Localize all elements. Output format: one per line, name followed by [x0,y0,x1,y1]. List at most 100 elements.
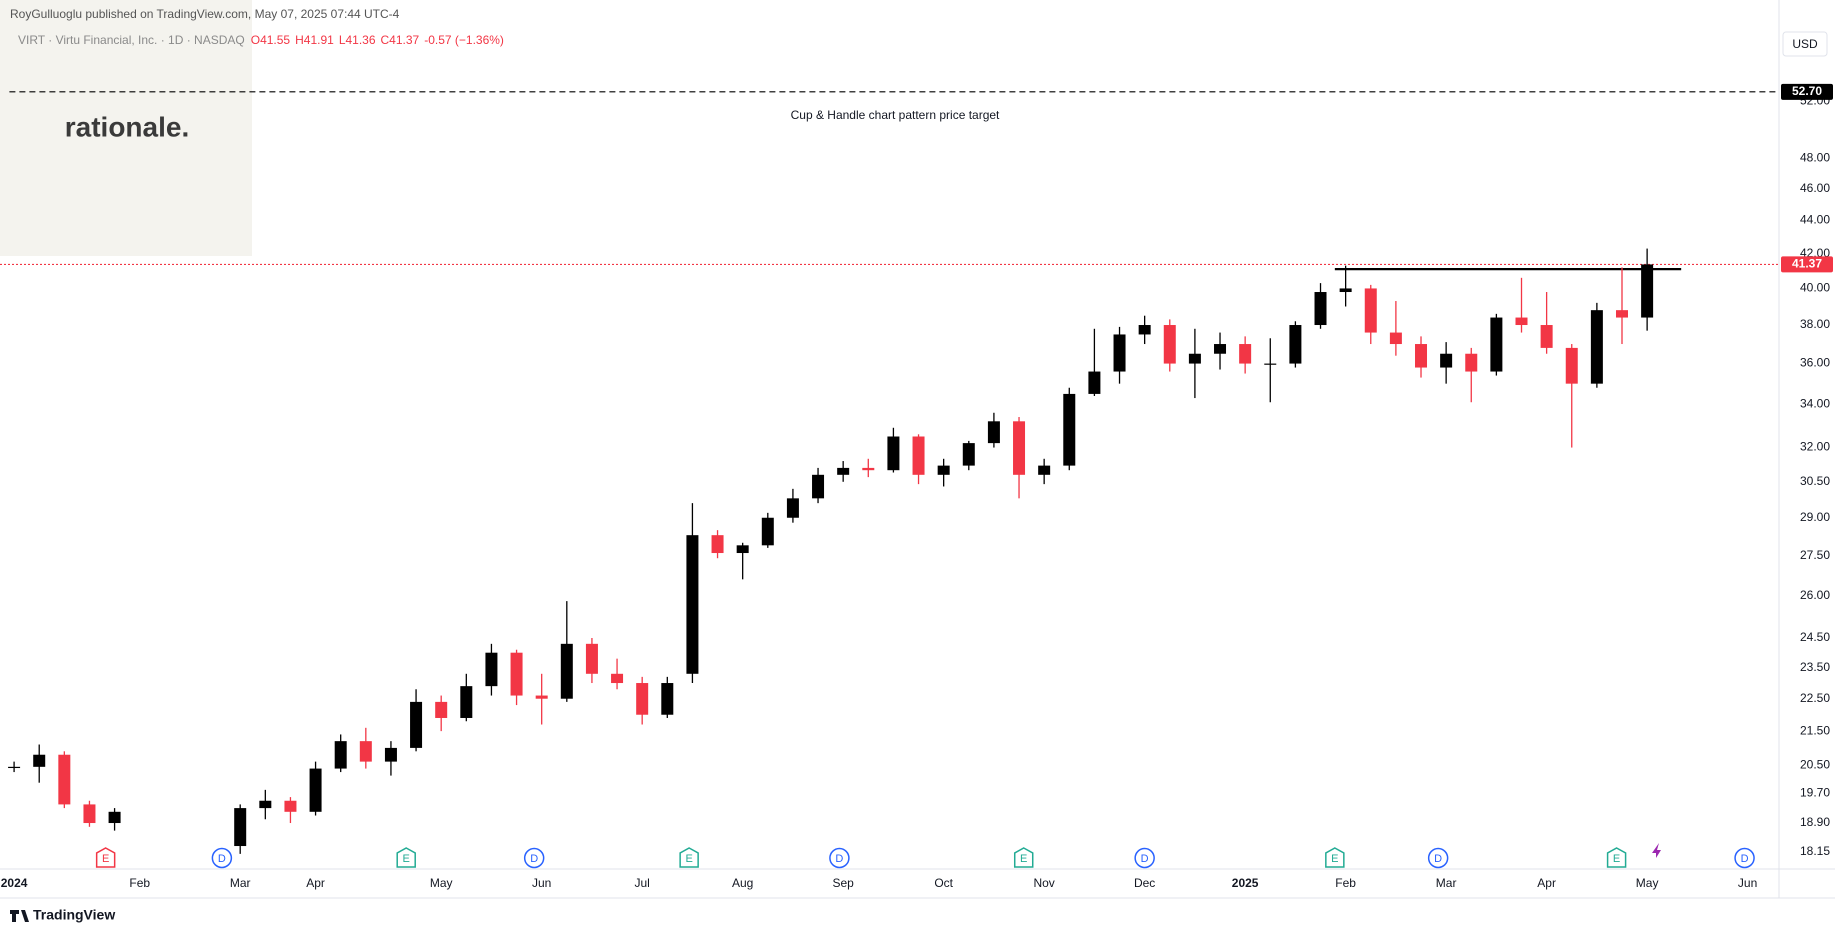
candle-body [334,741,347,769]
x-tick-label: May [1636,876,1659,890]
y-tick-label: 46.00 [1800,181,1830,195]
candle-body [309,768,322,812]
y-tick-label: 32.00 [1800,440,1830,454]
event-label: E [403,853,410,865]
y-tick-label: 18.15 [1800,844,1830,858]
event-label: D [1141,853,1149,865]
price-label-box [1781,256,1833,273]
candle-body [912,436,925,475]
candle-body [761,517,774,546]
candle-body [485,652,498,687]
candle-body [108,811,121,824]
x-tick-label: Dec [1134,876,1155,890]
candle-body [1289,325,1302,364]
candle-body [33,754,46,767]
y-tick-label: 40.00 [1800,281,1830,295]
candle-body [812,474,825,499]
x-tick-label: Aug [732,876,753,890]
logo-icon [10,910,29,922]
candle-body [711,535,724,554]
earnings-marker [95,847,116,868]
candle-body [686,535,699,674]
candle-body [1088,371,1101,394]
candle-body [435,701,448,718]
currency[interactable]: USD [1792,37,1818,51]
ohlc: -0.57 (−1.36%) [424,33,504,47]
dividend-marker [829,847,850,869]
earnings-marker [1013,847,1034,868]
candle-body [1364,288,1377,333]
dividend-marker [1134,847,1155,869]
candle-body [1415,344,1428,368]
candle-body [1214,344,1227,354]
watermark-box [0,0,252,256]
event-label: E [102,853,109,865]
candle-body [560,643,573,699]
footer-logo: TradingView [10,907,115,923]
candle-body [510,652,523,696]
event-label: D [218,853,226,865]
candle-body [887,436,900,471]
y-tick-label: 22.50 [1800,691,1830,705]
y-tick-label: 18.90 [1800,815,1830,829]
candle-body [636,683,649,715]
candle-body [1339,288,1352,293]
y-tick-label: 30.50 [1800,474,1830,488]
ohlc: L41.36 [339,33,376,47]
publisher: RoyGulluoglu published on TradingView.co… [10,7,400,21]
y-tick-label: 38.00 [1800,317,1830,331]
x-tick-label: Sep [832,876,854,890]
ohlc: O41.55 [251,33,291,47]
candle-body [384,747,397,762]
y-tick-label: 36.00 [1800,356,1830,370]
candle-body [962,443,975,466]
y-tick-label: 42.00 [1800,246,1830,260]
event-label: D [835,853,843,865]
symbol: VIRT · Virtu Financial, Inc. · 1D · NASD… [18,33,245,47]
price-label-box [1781,83,1833,100]
x-tick-label: May [430,876,453,890]
candle-body [862,467,875,471]
candle-body [611,673,624,684]
x-tick-label: Apr [1537,876,1556,890]
dividend-marker [1734,847,1755,869]
candle-body [1063,393,1076,466]
y-tick-label: 27.50 [1800,548,1830,562]
x-tick-label: Feb [1335,876,1356,890]
candle-body [1188,353,1201,364]
candle-body [1641,264,1654,318]
x-tick-label: Oct [934,876,953,890]
x-tick-label: Mar [230,876,251,890]
candle-body [736,545,749,554]
earnings-marker [1606,847,1627,868]
candle-body [359,741,372,762]
candle-body [1038,465,1051,475]
y-tick-label: 19.70 [1800,786,1830,800]
candle-body [83,804,96,824]
event-label: E [1020,853,1027,865]
candle-body [1013,421,1026,475]
x-tick-label: Apr [306,876,325,890]
candle-body [1490,317,1503,372]
candle-body [1465,353,1478,372]
ohlc: H41.91 [295,33,334,47]
price-label: 41.37 [1792,257,1822,271]
watermark: rationale. [65,111,189,142]
y-tick-label: 23.50 [1800,660,1830,674]
candle-body [410,701,423,748]
currency-button[interactable] [1782,31,1828,57]
earnings-marker [679,847,699,868]
x-tick-label: Feb [129,876,150,890]
candle-body [1138,325,1151,335]
y-tick-label: 44.00 [1800,213,1830,227]
footer-text: TradingView [33,907,115,923]
event-label: D [530,853,538,865]
candle-body [661,683,674,715]
candle-body [8,766,21,769]
candle-body [460,686,473,718]
lightning-icon [1652,843,1661,858]
dividend-marker [523,847,545,869]
x-tick-label: Nov [1033,876,1054,890]
y-tick-label: 20.50 [1800,757,1830,771]
price-label: 52.70 [1792,84,1822,98]
